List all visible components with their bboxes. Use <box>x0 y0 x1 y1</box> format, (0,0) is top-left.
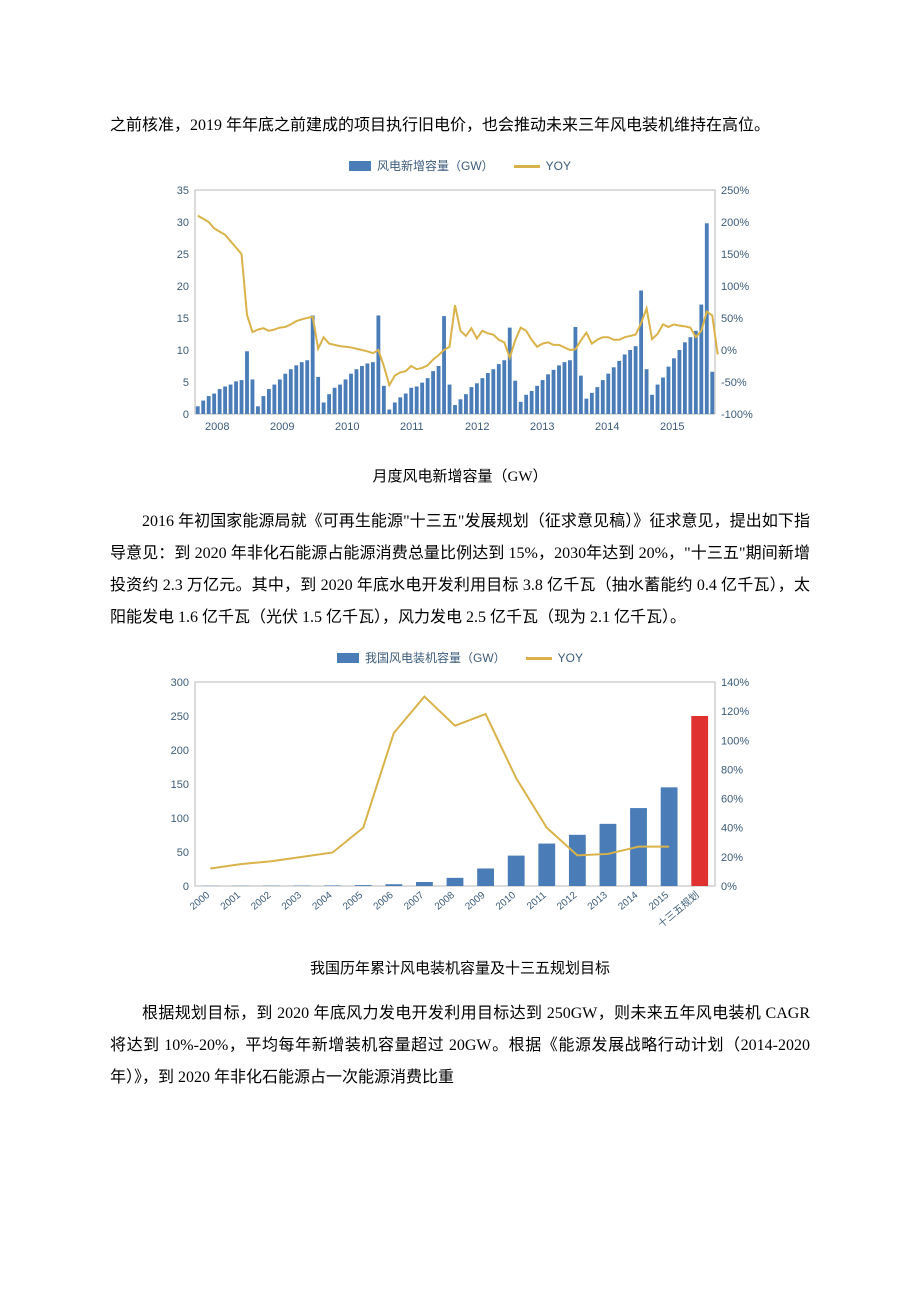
svg-text:0: 0 <box>183 409 189 421</box>
svg-text:150%: 150% <box>721 249 749 261</box>
svg-text:80%: 80% <box>721 764 743 776</box>
chart-2-svg: 0 50 100 150 200 250 300 0% 20% 40% 60% 80% 100% 120%… <box>150 674 770 934</box>
svg-text:250: 250 <box>171 711 189 723</box>
legend-label: 风电新增容量（GW） <box>377 154 494 178</box>
legend-swatch-line <box>526 657 552 660</box>
svg-text:2012: 2012 <box>555 890 579 913</box>
svg-text:2005: 2005 <box>341 890 365 913</box>
svg-text:35: 35 <box>177 185 189 197</box>
paragraph-2: 2016 年初国家能源局就《可再生能源"十三五"发展规划（征求意见稿）》征求意见… <box>110 506 810 634</box>
legend-swatch-line <box>514 165 540 168</box>
chart-2-caption: 我国历年累计风电装机容量及十三五规划目标 <box>150 954 770 984</box>
svg-text:2003: 2003 <box>280 890 304 913</box>
chart-1-legend: 风电新增容量（GW） YOY <box>150 154 770 178</box>
svg-text:2002: 2002 <box>249 890 273 913</box>
svg-text:-50%: -50% <box>721 377 747 389</box>
svg-text:2007: 2007 <box>402 890 426 913</box>
svg-text:2004: 2004 <box>310 890 334 913</box>
svg-text:200%: 200% <box>721 217 749 229</box>
svg-text:2013: 2013 <box>530 421 554 433</box>
svg-text:2015: 2015 <box>647 890 671 913</box>
svg-text:250%: 250% <box>721 185 749 197</box>
svg-text:300: 300 <box>171 677 189 689</box>
svg-text:2008: 2008 <box>205 421 229 433</box>
paragraph-3: 根据规划目标，到 2020 年底风力发电开发利用目标达到 250GW，则未来五年… <box>110 998 810 1094</box>
svg-text:2011: 2011 <box>400 421 424 433</box>
svg-text:40%: 40% <box>721 823 743 835</box>
svg-text:2009: 2009 <box>270 421 294 433</box>
svg-text:2015: 2015 <box>660 421 684 433</box>
svg-text:60%: 60% <box>721 794 743 806</box>
svg-text:2010: 2010 <box>494 890 518 913</box>
legend-label: 我国风电装机容量（GW） <box>365 646 506 670</box>
svg-text:0%: 0% <box>721 881 737 893</box>
svg-text:20: 20 <box>177 281 189 293</box>
svg-text:100%: 100% <box>721 735 749 747</box>
chart-2-legend: 我国风电装机容量（GW） YOY <box>150 646 770 670</box>
svg-text:2012: 2012 <box>465 421 489 433</box>
svg-text:15: 15 <box>177 313 189 325</box>
svg-text:2001: 2001 <box>219 890 243 913</box>
svg-text:2006: 2006 <box>372 890 396 913</box>
chart-1-monthly-wind: 风电新增容量（GW） YOY 0 5 10 15 20 25 30 35 -100% -50% 0%… <box>150 154 770 492</box>
svg-text:2009: 2009 <box>463 890 487 913</box>
svg-text:50%: 50% <box>721 313 743 325</box>
legend-item-line: YOY <box>526 646 583 670</box>
svg-text:2014: 2014 <box>616 890 640 913</box>
svg-text:10: 10 <box>177 345 189 357</box>
svg-text:200: 200 <box>171 745 189 757</box>
svg-text:100: 100 <box>171 813 189 825</box>
legend-item-bar: 我国风电装机容量（GW） <box>337 646 506 670</box>
svg-text:2011: 2011 <box>525 890 549 913</box>
legend-swatch-bar <box>349 161 371 171</box>
paragraph-1: 之前核准，2019 年年底之前建成的项目执行旧电价，也会推动未来三年风电装机维持… <box>110 110 810 142</box>
svg-text:0: 0 <box>183 881 189 893</box>
svg-text:120%: 120% <box>721 706 749 718</box>
svg-text:2010: 2010 <box>335 421 359 433</box>
svg-text:5: 5 <box>183 377 189 389</box>
svg-text:2014: 2014 <box>595 421 619 433</box>
svg-text:20%: 20% <box>721 852 743 864</box>
svg-text:25: 25 <box>177 249 189 261</box>
svg-text:2008: 2008 <box>433 890 457 913</box>
legend-label: YOY <box>546 154 571 178</box>
svg-text:140%: 140% <box>721 677 749 689</box>
legend-swatch-bar <box>337 653 359 663</box>
legend-item-bar: 风电新增容量（GW） <box>349 154 494 178</box>
svg-text:-100%: -100% <box>721 409 753 421</box>
svg-text:0%: 0% <box>721 345 737 357</box>
chart-2-cumulative-wind: 我国风电装机容量（GW） YOY 0 50 100 150 200 250 300 0% 20%… <box>150 646 770 984</box>
svg-text:100%: 100% <box>721 281 749 293</box>
legend-item-line: YOY <box>514 154 571 178</box>
svg-text:150: 150 <box>171 779 189 791</box>
svg-text:30: 30 <box>177 217 189 229</box>
chart-1-svg: 0 5 10 15 20 25 30 35 -100% -50% 0% 50% 100% 150% 200%… <box>150 182 770 442</box>
svg-text:2000: 2000 <box>188 890 212 913</box>
svg-text:50: 50 <box>177 847 189 859</box>
chart-1-caption: 月度风电新增容量（GW） <box>150 462 770 492</box>
svg-text:2013: 2013 <box>586 890 610 913</box>
legend-label: YOY <box>558 646 583 670</box>
